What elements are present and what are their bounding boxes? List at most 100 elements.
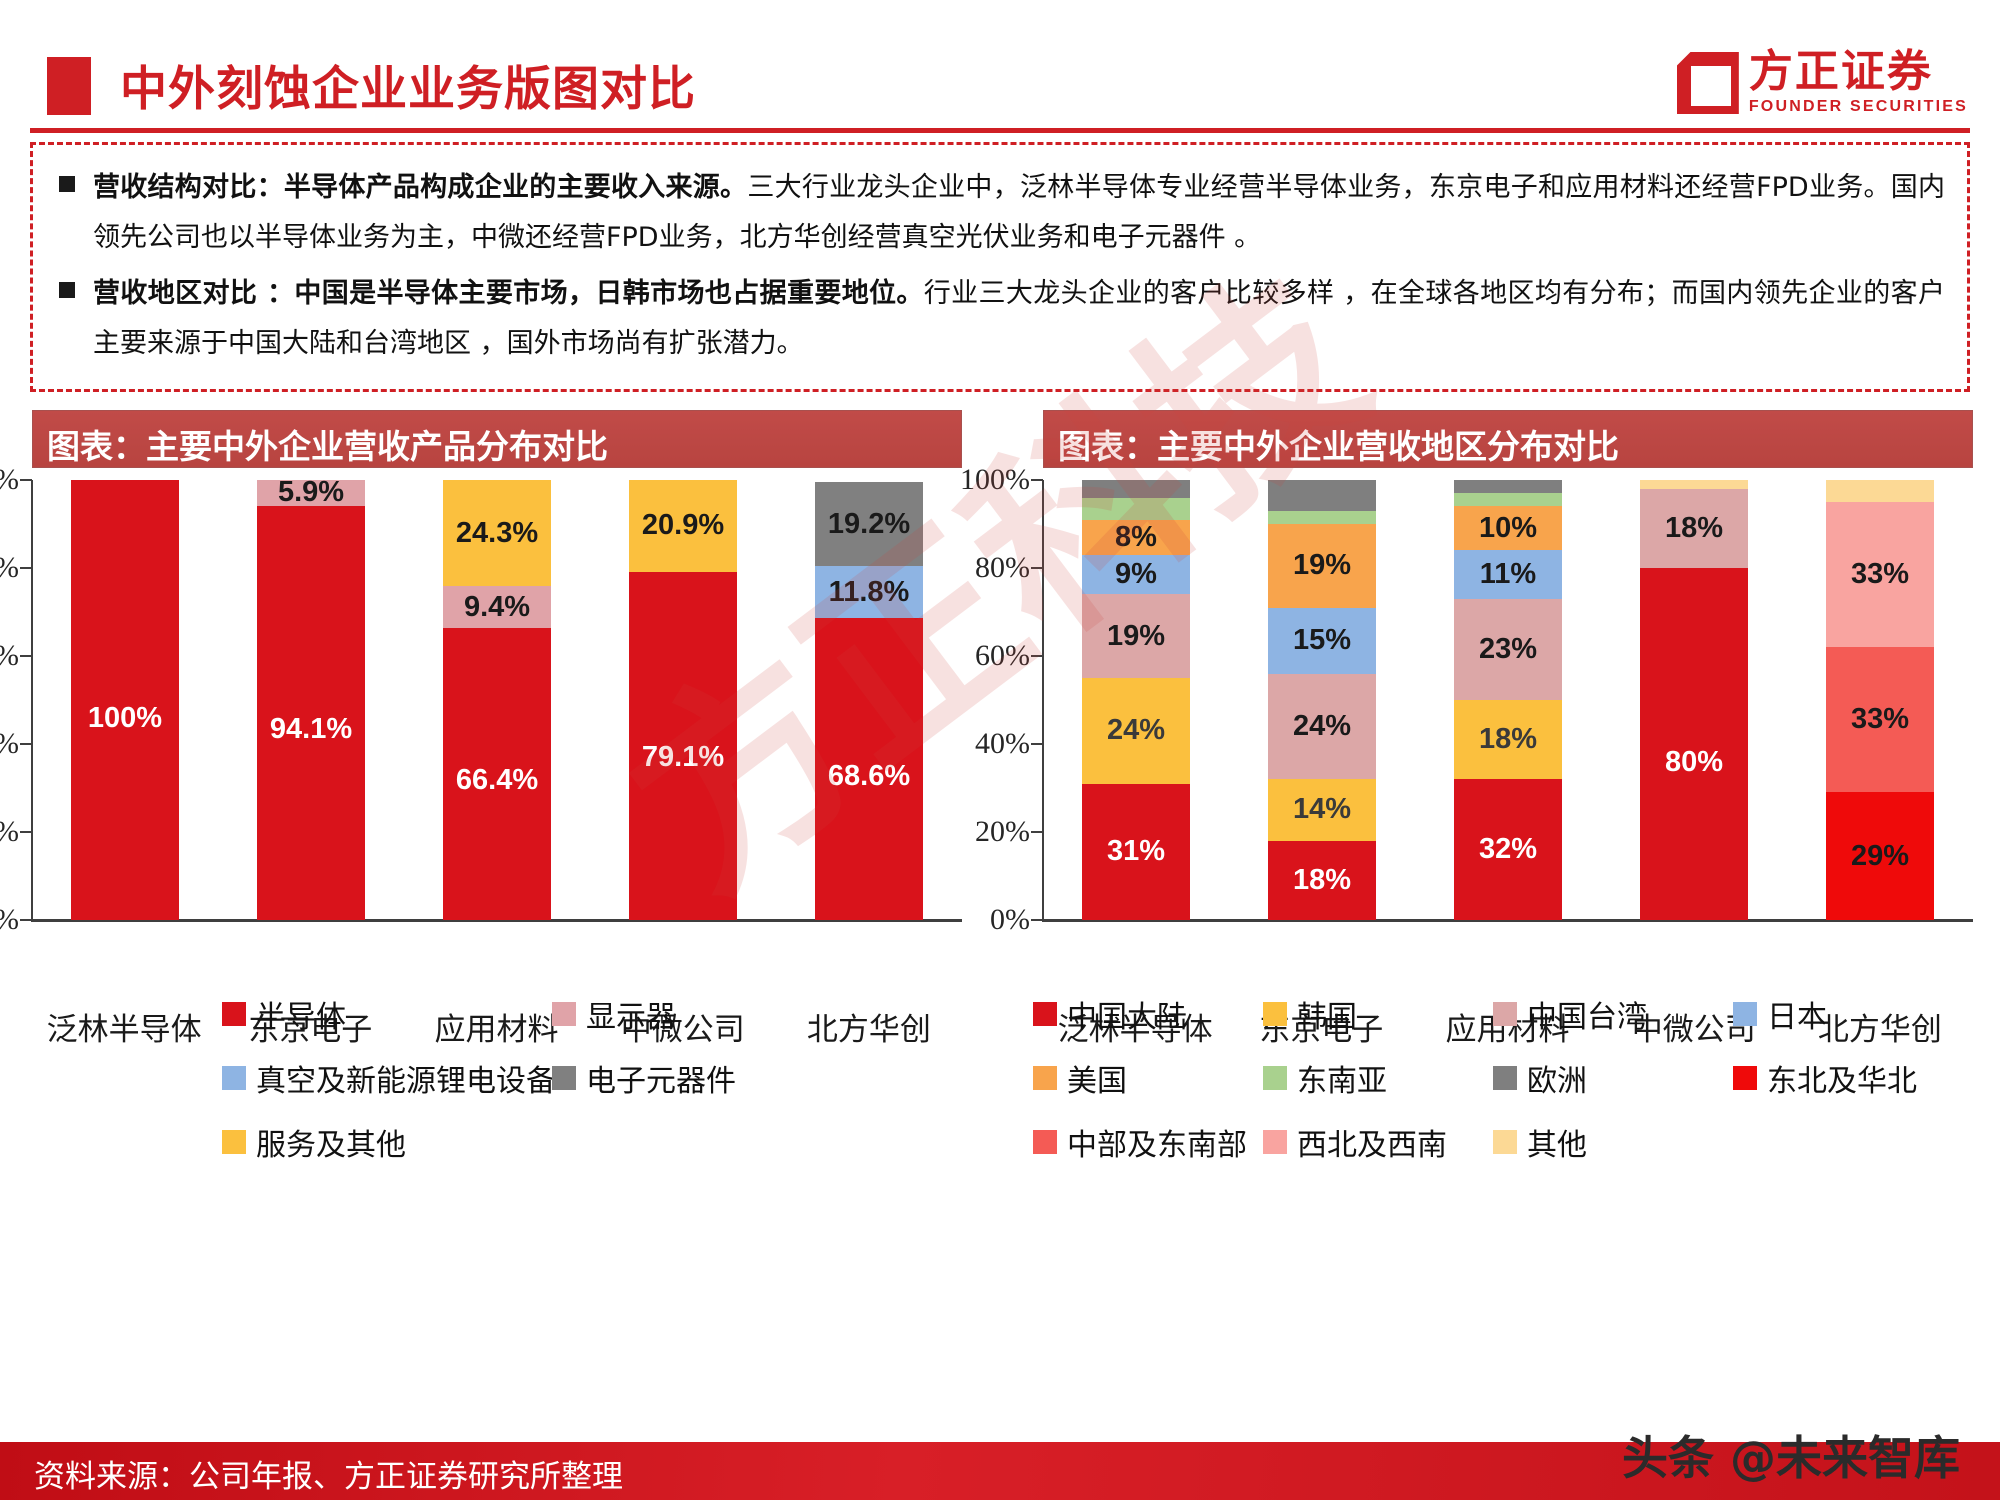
legend-swatch — [552, 1002, 576, 1026]
stacked-bar[interactable]: 19.2% 11.8% 68.6% — [815, 481, 923, 920]
legend-label: 东北及华北 — [1767, 1064, 1917, 1099]
bar-segment[interactable]: 9.4% — [443, 586, 551, 628]
stacked-bar[interactable]: 100% — [71, 480, 179, 920]
chart-panel-regions: 图表：主要中外企业营收地区分布对比 0% 20% 40% 60% 80% 100% 8% 9… — [960, 402, 1988, 1422]
bar-segment[interactable]: 32% — [1454, 779, 1562, 920]
bar-segment[interactable] — [1454, 480, 1562, 494]
bar-segment[interactable]: 94.1% — [257, 505, 365, 920]
x-axis-labels: 泛林半导体 东京电子 应用材料 中微公司 北方华创 — [1042, 1004, 1973, 1049]
y-tick-mark — [20, 743, 32, 745]
stacked-bar[interactable]: 10% 11% 23% 18% 32% — [1454, 480, 1562, 920]
bar-segment[interactable]: 24.3% — [443, 479, 551, 587]
stacked-bar[interactable]: 8% 9% 19% 24% 31% — [1082, 480, 1190, 920]
bar-segment[interactable]: 24% — [1082, 677, 1190, 784]
x-axis-line — [1042, 919, 1973, 922]
bar-segment-label: 8% — [1115, 520, 1157, 553]
bar-segment[interactable] — [1454, 493, 1562, 507]
bar-segment[interactable]: 11.8% — [815, 566, 923, 619]
legend-item[interactable]: 中国大陆 — [1033, 992, 1263, 1036]
legend-item[interactable]: 欧洲 — [1493, 1056, 1733, 1100]
bar-segment[interactable] — [1082, 480, 1190, 498]
bar-segment-label: 11% — [1479, 558, 1537, 591]
legend-swatch — [222, 1130, 246, 1154]
legend-item[interactable]: 半导体 — [222, 992, 552, 1036]
bar-segment[interactable]: 31% — [1082, 783, 1190, 920]
bar-group: 8% 9% 19% 24% 31% 19% 15% 24% 14% 18% 10% 11% 23% 18%… — [1043, 480, 1973, 920]
legend-label: 日本 — [1767, 1000, 1827, 1035]
bar-segment-label: 29% — [1850, 839, 1910, 872]
bar-segment[interactable]: 68.6% — [815, 618, 923, 920]
bar-column: 19% 15% 24% 14% 18% — [1229, 480, 1415, 920]
page-header: 中外刻蚀企业业务版图对比 方正证券 FOUNDER SECURITIES — [0, 0, 2000, 160]
y-tick-label: 40% — [975, 727, 1030, 760]
y-axis-line — [1042, 480, 1044, 920]
legend-item[interactable]: 其他 — [1493, 1120, 1733, 1164]
bar-segment[interactable] — [1268, 480, 1376, 511]
logo-name-en: FOUNDER SECURITIES — [1748, 98, 1968, 115]
bar-segment[interactable]: 23% — [1454, 598, 1562, 700]
legend-row: 真空及新能源锂电设备 电子元器件 — [222, 1056, 942, 1100]
stacked-bar[interactable]: 20.9% 79.1% — [629, 480, 737, 920]
bar-segment-label: 33% — [1850, 558, 1910, 591]
legend-label: 显示器 — [586, 1000, 676, 1035]
legend-item[interactable]: 日本 — [1733, 992, 1933, 1036]
legend-item[interactable]: 东南亚 — [1263, 1056, 1493, 1100]
bar-segment[interactable]: 8% — [1082, 519, 1190, 555]
y-tick-mark — [20, 831, 32, 833]
bar-segment[interactable]: 19% — [1082, 594, 1190, 678]
bar-column: 10% 11% 23% 18% 32% — [1415, 480, 1601, 920]
bar-segment[interactable]: 33% — [1826, 647, 1934, 793]
bar-segment[interactable]: 10% — [1454, 506, 1562, 551]
bar-column: 5.9% 94.1% — [218, 476, 404, 920]
bar-segment[interactable]: 18% — [1268, 840, 1376, 920]
bar-segment[interactable]: 5.9% — [257, 476, 365, 508]
stacked-bar[interactable]: 19% 15% 24% 14% 18% — [1268, 480, 1376, 920]
bar-segment[interactable]: 15% — [1268, 607, 1376, 674]
bar-segment[interactable] — [1640, 480, 1748, 489]
bar-segment[interactable] — [1268, 510, 1376, 524]
bar-segment[interactable]: 14% — [1268, 779, 1376, 841]
bar-segment-label: 24% — [1292, 709, 1352, 742]
legend-item[interactable]: 美国 — [1033, 1056, 1263, 1100]
legend-item[interactable]: 中国台湾 — [1493, 992, 1733, 1036]
legend-row: 中国大陆 韩国 中国台湾 日本 — [1033, 992, 1983, 1036]
bar-segment[interactable]: 66.4% — [443, 627, 551, 920]
legend-swatch — [222, 1002, 246, 1026]
chart-panel-header: 图表：主要中外企业营收地区分布对比 — [1043, 410, 1973, 468]
bar-segment-label: 19.2% — [827, 507, 911, 540]
bar-segment[interactable]: 11% — [1454, 550, 1562, 599]
header-divider — [30, 128, 1970, 133]
bar-segment[interactable]: 79.1% — [629, 571, 737, 920]
bar-segment[interactable]: 20.9% — [629, 480, 737, 572]
y-tick-label: 100% — [0, 463, 32, 497]
stacked-bar[interactable]: 24.3% 9.4% 66.4% — [443, 479, 551, 920]
legend-item[interactable]: 中部及东南部 — [1033, 1120, 1263, 1164]
stacked-bar[interactable]: 18% 80% — [1640, 480, 1748, 920]
y-tick-mark — [20, 919, 32, 921]
legend-item[interactable]: 西北及西南 — [1263, 1120, 1493, 1164]
bar-segment[interactable]: 29% — [1826, 792, 1934, 920]
bar-segment[interactable]: 18% — [1454, 699, 1562, 780]
y-axis-line — [31, 480, 33, 920]
bar-segment[interactable]: 19.2% — [815, 481, 923, 567]
bar-segment[interactable]: 100% — [71, 480, 179, 920]
bar-segment[interactable]: 80% — [1640, 567, 1748, 920]
bar-segment-label: 66.4% — [455, 764, 539, 797]
stacked-bar[interactable]: 5.9% 94.1% — [257, 476, 365, 920]
bar-segment[interactable]: 24% — [1268, 673, 1376, 780]
chart-legend-products: 半导体 显示器 真空及新能源锂电设备 电子元器件 服务及其他 — [222, 992, 942, 1184]
stacked-bar[interactable]: 33% 33% 29% — [1826, 480, 1934, 920]
legend-item[interactable]: 服务及其他 — [222, 1120, 552, 1164]
bar-segment[interactable]: 33% — [1826, 502, 1934, 648]
legend-item[interactable]: 真空及新能源锂电设备 — [222, 1056, 556, 1100]
bar-segment[interactable]: 9% — [1082, 554, 1190, 595]
legend-swatch — [1263, 1002, 1287, 1026]
legend-item[interactable]: 显示器 — [552, 992, 882, 1036]
legend-item[interactable]: 韩国 — [1263, 992, 1493, 1036]
bar-segment[interactable]: 19% — [1268, 523, 1376, 608]
bar-segment[interactable]: 18% — [1640, 488, 1748, 568]
legend-item[interactable]: 电子元器件 — [552, 1056, 882, 1100]
legend-item[interactable]: 东北及华北 — [1733, 1056, 1933, 1100]
bar-segment[interactable] — [1082, 497, 1190, 520]
bar-segment[interactable] — [1826, 480, 1934, 502]
